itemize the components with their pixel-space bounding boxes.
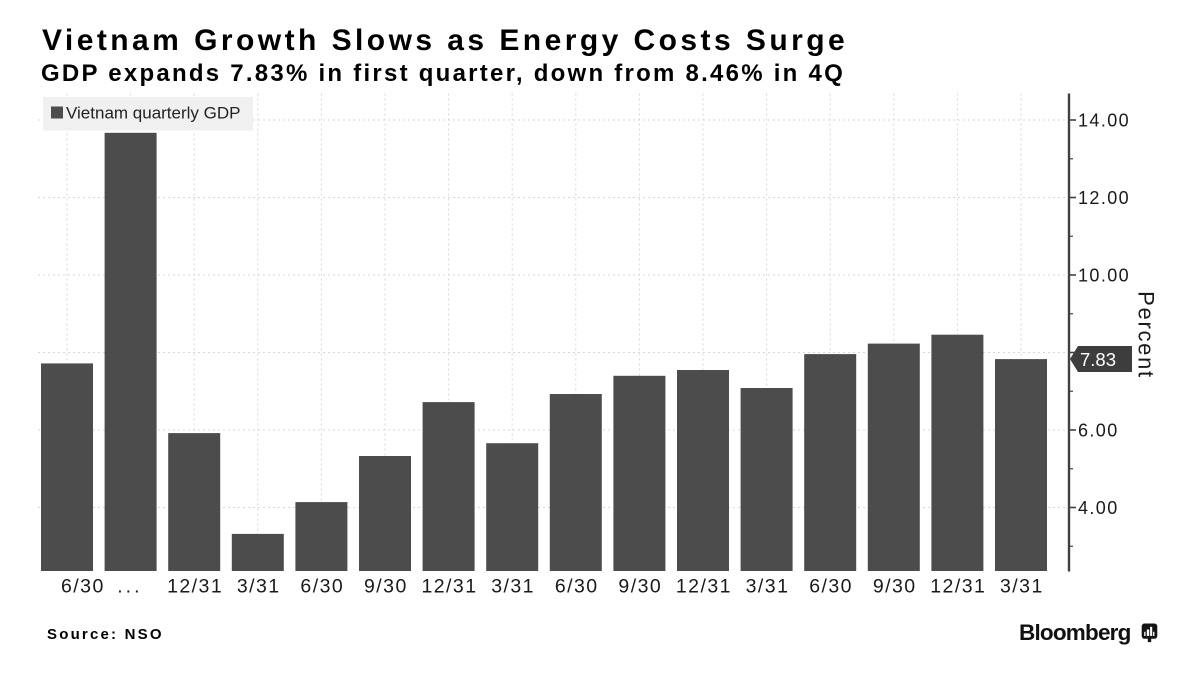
svg-text:12/31: 12/31: [421, 576, 477, 598]
svg-text:6/30: 6/30: [555, 576, 599, 598]
svg-text:6.00: 6.00: [1078, 421, 1119, 441]
svg-text:Vietnam quarterly GDP: Vietnam quarterly GDP: [66, 104, 240, 123]
svg-text:GDP expands 7.83% in first qua: GDP expands 7.83% in first quarter, down…: [41, 60, 845, 87]
svg-text:3/31: 3/31: [491, 576, 535, 598]
svg-text:6/30: 6/30: [809, 576, 853, 598]
svg-text:4.00: 4.00: [1078, 498, 1119, 518]
svg-text:9/30: 9/30: [364, 576, 408, 598]
svg-text:Bloomberg: Bloomberg: [1019, 620, 1131, 645]
svg-text:12/31: 12/31: [167, 576, 223, 598]
svg-text:6/30: 6/30: [300, 576, 344, 598]
svg-text:3/31: 3/31: [1000, 576, 1044, 598]
svg-text:3/31: 3/31: [746, 576, 790, 598]
svg-text:9/30: 9/30: [618, 576, 662, 598]
svg-text:...: ...: [117, 576, 142, 598]
svg-text:12.00: 12.00: [1078, 188, 1130, 208]
svg-text:3/31: 3/31: [237, 576, 281, 598]
svg-text:7.83: 7.83: [1080, 349, 1116, 370]
svg-text:Vietnam Growth Slows as Energy: Vietnam Growth Slows as Energy Costs Sur…: [42, 24, 848, 57]
svg-text:12/31: 12/31: [930, 576, 986, 598]
svg-text:Percent: Percent: [1134, 291, 1159, 379]
svg-text:14.00: 14.00: [1078, 111, 1130, 131]
svg-text:Source: NSO: Source: NSO: [47, 626, 164, 643]
svg-text:9/30: 9/30: [873, 576, 917, 598]
svg-text:6/30: 6/30: [61, 576, 105, 598]
svg-text:12/31: 12/31: [676, 576, 732, 598]
svg-text:10.00: 10.00: [1078, 266, 1130, 286]
